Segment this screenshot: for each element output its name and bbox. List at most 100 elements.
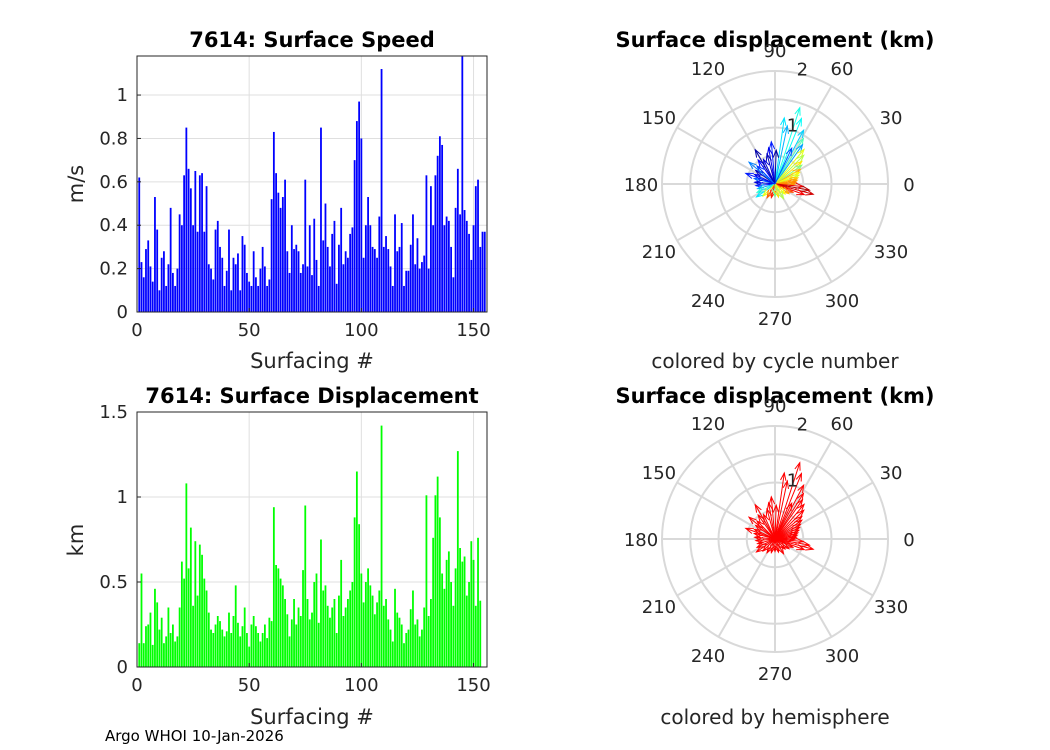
bar <box>176 636 179 667</box>
polar-cycle-caption: colored by cycle number <box>651 349 899 373</box>
bar <box>156 602 159 667</box>
bar <box>165 285 168 312</box>
bar <box>248 646 251 667</box>
footer-credit: Argo WHOI 10-Jan-2026 <box>105 727 284 745</box>
bar <box>474 605 477 667</box>
bar <box>151 281 154 312</box>
displacement-chart-ylabel: km <box>64 524 88 557</box>
displacement-arrow <box>768 502 776 540</box>
bar <box>279 207 282 312</box>
displacement-arrow <box>774 183 814 195</box>
bar <box>427 616 430 667</box>
bar <box>257 285 260 312</box>
bar <box>452 605 455 667</box>
bar <box>216 616 219 667</box>
bar <box>266 285 269 312</box>
polar-hemisphere-caption: colored by hemisphere <box>660 705 889 729</box>
bar <box>302 570 304 667</box>
bar <box>389 629 392 667</box>
y-tick-label: 0.4 <box>99 215 128 236</box>
bar <box>189 188 192 312</box>
bar <box>373 614 376 667</box>
bar <box>194 541 197 667</box>
bar <box>154 197 156 312</box>
bar <box>250 624 253 667</box>
bar <box>326 246 329 312</box>
arrow-head <box>796 492 805 502</box>
bar <box>225 270 228 312</box>
x-tick-label: 0 <box>131 675 142 696</box>
bar <box>201 554 203 667</box>
bar <box>454 207 457 312</box>
bar <box>400 223 403 312</box>
angle-label: 270 <box>758 664 792 685</box>
bar <box>430 599 432 667</box>
arrow-head <box>796 148 805 158</box>
bar <box>425 175 428 312</box>
bar <box>450 246 452 312</box>
displacement-arrow <box>770 141 776 185</box>
bar <box>172 624 174 667</box>
bar <box>275 173 277 312</box>
bar <box>472 559 475 667</box>
arrow-head <box>766 501 774 511</box>
bar <box>338 595 340 667</box>
bar <box>331 233 334 312</box>
bar <box>456 168 459 312</box>
bar <box>432 225 435 312</box>
angle-label: 240 <box>691 291 725 312</box>
bar <box>367 568 369 667</box>
displacement-arrow <box>774 509 805 540</box>
bar <box>163 643 165 667</box>
bar <box>430 186 432 312</box>
arrow-head <box>744 172 754 179</box>
bar <box>477 537 479 667</box>
bar <box>396 612 399 667</box>
bar <box>286 614 289 667</box>
bar <box>268 617 271 667</box>
bar <box>145 249 147 312</box>
bar <box>470 541 473 667</box>
arrow-head <box>747 161 757 170</box>
arrow-head <box>780 116 787 126</box>
displacement-arrow <box>755 183 776 187</box>
displacement-arrow <box>774 462 801 540</box>
bar <box>378 590 381 667</box>
polar-cycle-chart: Surface displacement (km) 0 30 60 90 120 150 1… <box>615 28 934 373</box>
bar <box>183 578 186 667</box>
displacement-arrow <box>757 183 776 190</box>
bar <box>378 216 381 312</box>
displacement-arrow <box>774 147 793 185</box>
bar <box>391 641 394 667</box>
arrow-head <box>794 106 801 116</box>
bar <box>317 285 320 312</box>
bar <box>214 229 217 312</box>
bar <box>304 505 307 667</box>
bar <box>347 257 349 312</box>
bar <box>142 643 145 667</box>
bar <box>279 578 282 667</box>
angle-label: 0 <box>903 530 914 551</box>
bar <box>263 624 266 667</box>
bar <box>203 578 206 667</box>
bar <box>447 551 450 667</box>
bar <box>288 636 291 667</box>
bar <box>423 255 426 312</box>
radius-label: 1 <box>787 470 798 491</box>
bar <box>313 582 316 667</box>
bar <box>270 621 273 667</box>
polar-spoke <box>774 538 833 638</box>
bar <box>147 240 150 312</box>
bar <box>468 233 470 312</box>
bar <box>149 612 152 667</box>
x-tick-label: 0 <box>131 320 142 341</box>
y-tick-label: 1.5 <box>99 402 128 423</box>
arrow-head <box>782 124 789 134</box>
bar <box>340 559 343 667</box>
bar <box>221 629 224 667</box>
displacement-arrow <box>774 129 805 185</box>
bar <box>169 633 172 667</box>
bar <box>205 590 208 667</box>
speed-chart-ylabel: m/s <box>64 165 88 203</box>
bar <box>261 246 264 312</box>
